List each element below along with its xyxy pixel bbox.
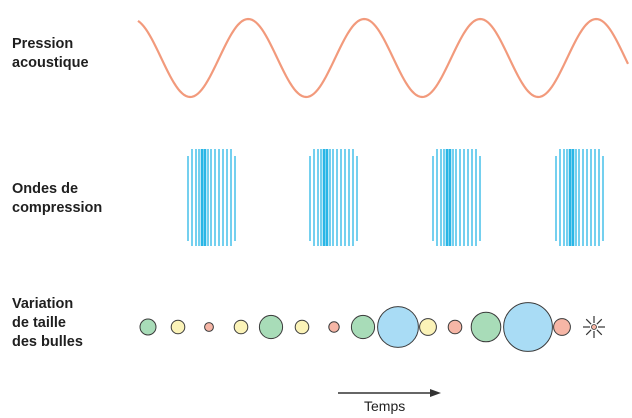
bubble-green [139, 318, 157, 336]
bubble-collapse-burst [583, 316, 605, 338]
bubble-green [258, 314, 284, 340]
label-bubble-size: Variation de taille des bulles [12, 296, 83, 350]
label-compression-waves: Ondes de compression [12, 181, 103, 216]
bubble-yellow [419, 318, 437, 336]
bubble-pink [553, 318, 571, 336]
time-arrow [338, 389, 441, 397]
bubble-blue [503, 302, 553, 352]
bubble-pink [204, 322, 214, 332]
time-axis-label: Temps [364, 398, 406, 414]
bubble-pink [328, 321, 340, 333]
bubble-yellow [170, 319, 186, 335]
pressure-wave [137, 17, 629, 99]
bubble-green [350, 314, 376, 340]
bubble-blue [377, 306, 419, 348]
bubble-yellow [294, 319, 310, 335]
compression-waves [187, 149, 604, 246]
label-pressure: Pression acoustique [12, 36, 89, 71]
bubble-yellow [233, 319, 249, 335]
bubble-row [139, 302, 605, 352]
bubble-pink [447, 319, 463, 335]
bubble-green [470, 311, 502, 343]
